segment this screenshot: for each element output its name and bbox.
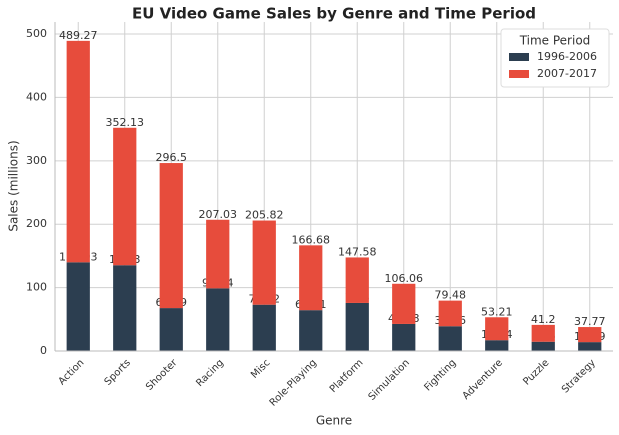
- x-tick-label: Simulation: [367, 357, 412, 402]
- bar-segment: [159, 163, 183, 309]
- y-axis-label: Sales (millions): [7, 140, 21, 231]
- bar-segment: [206, 219, 230, 289]
- total-label: 106.06: [385, 272, 424, 285]
- x-tick-label: Adventure: [461, 357, 505, 401]
- bar-segment: [299, 310, 323, 351]
- total-label: 489.27: [59, 29, 98, 42]
- y-tick-label: 0: [40, 344, 47, 357]
- bar-segment: [299, 245, 323, 311]
- bar-segment: [578, 342, 602, 351]
- x-tick-label: Racing: [194, 357, 226, 389]
- x-tick-label: Platform: [328, 357, 366, 395]
- chart-title: EU Video Game Sales by Genre and Time Pe…: [132, 5, 536, 23]
- bar-segment: [113, 127, 137, 266]
- x-tick-label: Role-Playing: [268, 357, 319, 408]
- bar-segment: [159, 308, 183, 351]
- bar-segment: [578, 327, 602, 343]
- total-label: 205.82: [245, 209, 284, 222]
- x-tick-label: Puzzle: [521, 357, 551, 387]
- y-tick-label: 400: [26, 90, 47, 103]
- y-tick-label: 500: [26, 27, 47, 40]
- bar-segment: [392, 323, 416, 351]
- x-tick-label: Action: [57, 357, 87, 387]
- bar-segment: [252, 304, 276, 351]
- y-tick-label: 100: [26, 281, 47, 294]
- x-tick-label: Misc: [249, 357, 272, 380]
- bar-segment: [252, 220, 276, 305]
- total-label: 166.68: [292, 233, 331, 246]
- bar-segment: [113, 265, 137, 351]
- legend-label: 1996-2006: [537, 50, 597, 63]
- total-label: 207.03: [199, 208, 238, 221]
- bar-segment: [485, 317, 509, 341]
- bar-segment: [531, 341, 555, 351]
- bar-segment: [531, 324, 555, 342]
- x-tick-label: Fighting: [423, 357, 459, 393]
- x-tick-label: Strategy: [560, 357, 598, 395]
- total-label: 79.48: [435, 289, 467, 302]
- total-label: 147.58: [338, 245, 377, 258]
- bar-segment: [438, 326, 462, 351]
- total-label: 296.5: [156, 151, 188, 164]
- total-label: 41.2: [531, 313, 556, 326]
- bar-segment: [66, 40, 90, 263]
- bar-segment: [345, 257, 369, 303]
- x-axis-label: Genre: [316, 414, 352, 428]
- total-label: 37.77: [574, 315, 606, 328]
- legend-label: 2007-2017: [537, 67, 597, 80]
- bar-segment: [392, 283, 416, 324]
- total-label: 53.21: [481, 305, 513, 318]
- legend-swatch: [509, 53, 529, 61]
- legend-swatch: [509, 70, 529, 78]
- y-tick-label: 300: [26, 154, 47, 167]
- legend-title: Time Period: [519, 34, 591, 48]
- total-label: 352.13: [106, 116, 145, 129]
- x-tick-label: Shooter: [144, 357, 180, 393]
- x-tick-label: Sports: [103, 357, 133, 387]
- bar-segment: [66, 262, 90, 351]
- bar-segment: [206, 288, 230, 351]
- bar-segment: [438, 300, 462, 327]
- bar-segment: [485, 340, 509, 351]
- y-tick-label: 200: [26, 217, 47, 230]
- bar-segment: [345, 302, 369, 351]
